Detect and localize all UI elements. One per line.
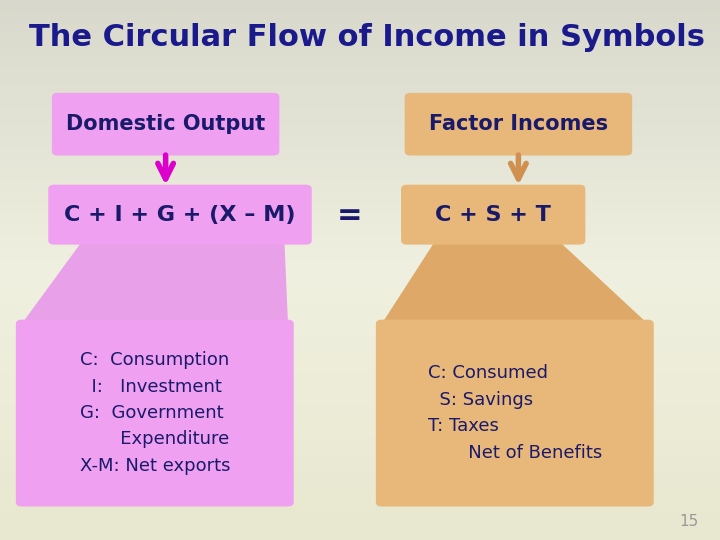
Polygon shape [382, 240, 648, 324]
FancyBboxPatch shape [48, 185, 312, 245]
Text: 15: 15 [679, 514, 698, 529]
FancyBboxPatch shape [401, 185, 585, 245]
Text: The Circular Flow of Income in Symbols: The Circular Flow of Income in Symbols [29, 23, 705, 52]
Text: C:  Consumption
  I:   Investment
G:  Government
       Expenditure
X-M: Net exp: C: Consumption I: Investment G: Governme… [79, 352, 230, 475]
Polygon shape [22, 240, 288, 324]
FancyBboxPatch shape [376, 320, 654, 507]
Text: C + I + G + (X – M): C + I + G + (X – M) [64, 205, 296, 225]
FancyBboxPatch shape [405, 93, 632, 156]
Text: =: = [336, 201, 362, 231]
Text: C: Consumed
  S: Savings
T: Taxes
       Net of Benefits: C: Consumed S: Savings T: Taxes Net of B… [428, 364, 602, 462]
Text: Domestic Output: Domestic Output [66, 114, 265, 134]
FancyBboxPatch shape [16, 320, 294, 507]
Text: C + S + T: C + S + T [436, 205, 551, 225]
Text: Factor Incomes: Factor Incomes [429, 114, 608, 134]
FancyBboxPatch shape [52, 93, 279, 156]
